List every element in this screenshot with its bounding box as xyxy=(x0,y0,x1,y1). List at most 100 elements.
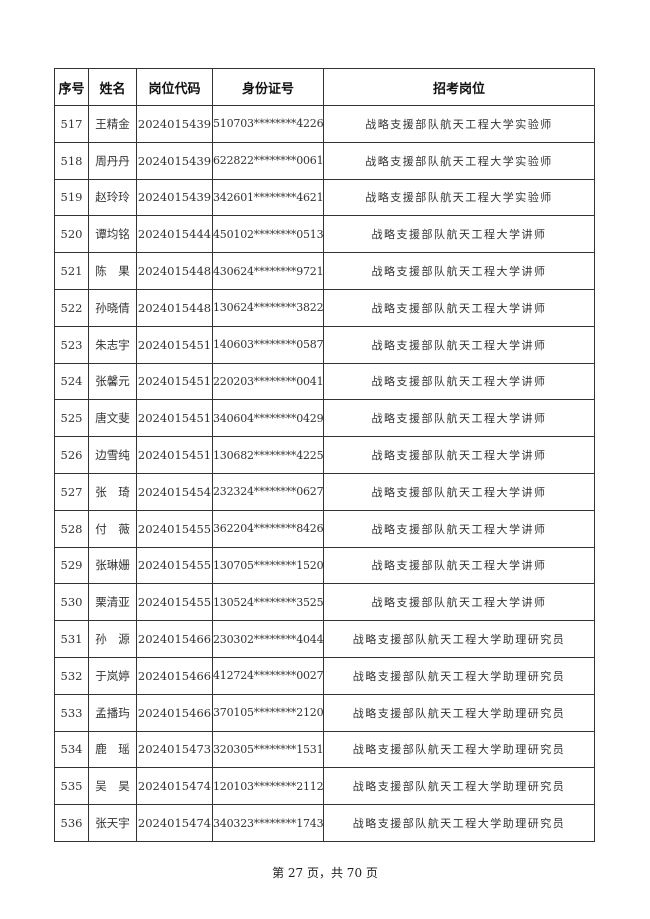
cell-post: 战略支援部队航天工程大学实验师 xyxy=(323,141,595,180)
cell-post: 战略支援部队航天工程大学助理研究员 xyxy=(323,620,595,658)
cell-post: 战略支援部队航天工程大学讲师 xyxy=(323,546,595,585)
table-row: 525 唐文斐 2024015451 340604********0429 战略支援部队… xyxy=(54,399,595,438)
cell-post-code: 2024015451 xyxy=(136,399,213,438)
table-row: 534 鹿 瑶 2024015473 320305********1531 战略支援部队… xyxy=(54,730,595,769)
cell-seq: 532 xyxy=(54,656,89,695)
cell-post-code: 2024015455 xyxy=(136,583,213,622)
cell-seq: 522 xyxy=(54,288,89,327)
cell-post: 战略支援部队航天工程大学讲师 xyxy=(323,325,595,364)
cell-post-code: 2024015439 xyxy=(136,105,213,143)
cell-name: 张馨元 xyxy=(88,362,137,401)
cell-post-code: 2024015455 xyxy=(136,509,213,548)
cell-id-number: 510703********4226 xyxy=(212,105,324,143)
table-header-row: 序号 姓名 岗位代码 身份证号 招考岗位 xyxy=(54,68,595,106)
cell-post-code: 2024015466 xyxy=(136,656,213,695)
cell-name: 谭均铭 xyxy=(88,215,137,254)
cell-post: 战略支援部队航天工程大学助理研究员 xyxy=(323,804,595,842)
cell-post: 战略支援部队航天工程大学讲师 xyxy=(323,362,595,401)
cell-id-number: 232324********0627 xyxy=(212,472,324,511)
cell-name: 付 薇 xyxy=(88,509,137,548)
table-row: 528 付 薇 2024015455 362204********8426 战略支援部队… xyxy=(54,509,595,548)
header-id-number: 身份证号 xyxy=(212,68,324,106)
header-seq: 序号 xyxy=(54,68,89,106)
cell-post-code: 2024015451 xyxy=(136,325,213,364)
cell-seq: 518 xyxy=(54,141,89,180)
cell-post: 战略支援部队航天工程大学讲师 xyxy=(323,583,595,622)
cell-seq: 529 xyxy=(54,546,89,585)
cell-name: 孙 源 xyxy=(88,620,137,658)
cell-post-code: 2024015448 xyxy=(136,252,213,290)
cell-id-number: 130624********3822 xyxy=(212,288,324,327)
cell-seq: 524 xyxy=(54,362,89,401)
table-row: 535 吴 昊 2024015474 120103********2112 战略支援部队… xyxy=(54,767,595,806)
cell-post: 战略支援部队航天工程大学讲师 xyxy=(323,215,595,254)
cell-id-number: 622822********0061 xyxy=(212,141,324,180)
cell-seq: 528 xyxy=(54,509,89,548)
cell-name: 周丹丹 xyxy=(88,141,137,180)
cell-id-number: 450102********0513 xyxy=(212,215,324,254)
cell-post: 战略支援部队航天工程大学实验师 xyxy=(323,178,595,217)
cell-id-number: 120103********2112 xyxy=(212,767,324,806)
table-row: 530 栗清亚 2024015455 130524********3525 战略支援部队… xyxy=(54,583,595,622)
cell-seq: 520 xyxy=(54,215,89,254)
table-row: 522 孙晓倩 2024015448 130624********3822 战略支援部队… xyxy=(54,288,595,327)
cell-post-code: 2024015444 xyxy=(136,215,213,254)
table-row: 529 张琳姗 2024015455 130705********1520 战略支援部队… xyxy=(54,546,595,585)
table-row: 519 赵玲玲 2024015439 342601********4621 战略支援部队… xyxy=(54,178,595,217)
cell-post-code: 2024015474 xyxy=(136,804,213,842)
table-row: 524 张馨元 2024015451 220203********0041 战略支援部队… xyxy=(54,362,595,401)
table-row: 518 周丹丹 2024015439 622822********0061 战略支援部队… xyxy=(54,141,595,180)
table-row: 521 陈 果 2024015448 430624********9721 战略支援部队… xyxy=(54,252,595,290)
cell-id-number: 430624********9721 xyxy=(212,252,324,290)
cell-post: 战略支援部队航天工程大学讲师 xyxy=(323,252,595,290)
cell-name: 张琳姗 xyxy=(88,546,137,585)
cell-id-number: 130705********1520 xyxy=(212,546,324,585)
cell-name: 朱志宇 xyxy=(88,325,137,364)
cell-post: 战略支援部队航天工程大学讲师 xyxy=(323,399,595,438)
cell-name: 王精金 xyxy=(88,105,137,143)
cell-id-number: 140603********0587 xyxy=(212,325,324,364)
cell-post: 战略支援部队航天工程大学助理研究员 xyxy=(323,693,595,732)
cell-seq: 536 xyxy=(54,804,89,842)
cell-post-code: 2024015466 xyxy=(136,620,213,658)
cell-id-number: 130682********4225 xyxy=(212,436,324,474)
cell-post-code: 2024015451 xyxy=(136,436,213,474)
cell-seq: 527 xyxy=(54,472,89,511)
cell-id-number: 130524********3525 xyxy=(212,583,324,622)
cell-post: 战略支援部队航天工程大学助理研究员 xyxy=(323,767,595,806)
cell-seq: 523 xyxy=(54,325,89,364)
table-row: 532 于岚婷 2024015466 412724********0027 战略支援部队… xyxy=(54,656,595,695)
cell-name: 张天宇 xyxy=(88,804,137,842)
cell-name: 边雪纯 xyxy=(88,436,137,474)
cell-seq: 530 xyxy=(54,583,89,622)
cell-name: 栗清亚 xyxy=(88,583,137,622)
cell-id-number: 412724********0027 xyxy=(212,656,324,695)
cell-name: 赵玲玲 xyxy=(88,178,137,217)
cell-post: 战略支援部队航天工程大学实验师 xyxy=(323,105,595,143)
table-row: 531 孙 源 2024015466 230302********4044 战略支援部队… xyxy=(54,620,595,658)
header-post-code: 岗位代码 xyxy=(136,68,213,106)
cell-post: 战略支援部队航天工程大学助理研究员 xyxy=(323,656,595,695)
cell-name: 陈 果 xyxy=(88,252,137,290)
table-row: 533 孟播玙 2024015466 370105********2120 战略支援部队… xyxy=(54,693,595,732)
cell-id-number: 320305********1531 xyxy=(212,730,324,769)
cell-post: 战略支援部队航天工程大学讲师 xyxy=(323,472,595,511)
cell-seq: 519 xyxy=(54,178,89,217)
cell-name: 于岚婷 xyxy=(88,656,137,695)
cell-seq: 525 xyxy=(54,399,89,438)
cell-seq: 521 xyxy=(54,252,89,290)
cell-id-number: 340604********0429 xyxy=(212,399,324,438)
cell-name: 唐文斐 xyxy=(88,399,137,438)
table-row: 523 朱志宇 2024015451 140603********0587 战略支援部队… xyxy=(54,325,595,364)
cell-post: 战略支援部队航天工程大学讲师 xyxy=(323,509,595,548)
cell-id-number: 340323********1743 xyxy=(212,804,324,842)
cell-id-number: 230302********4044 xyxy=(212,620,324,658)
cell-name: 鹿 瑶 xyxy=(88,730,137,769)
cell-id-number: 370105********2120 xyxy=(212,693,324,732)
table-row: 517 王精金 2024015439 510703********4226 战略支援部队… xyxy=(54,105,595,143)
cell-id-number: 342601********4621 xyxy=(212,178,324,217)
table-row: 536 张天宇 2024015474 340323********1743 战略支援部队… xyxy=(54,804,595,842)
candidate-table: 序号 姓名 岗位代码 身份证号 招考岗位 517 王精金 2024015439 510… xyxy=(54,68,595,842)
cell-post-code: 2024015473 xyxy=(136,730,213,769)
cell-name: 吴 昊 xyxy=(88,767,137,806)
